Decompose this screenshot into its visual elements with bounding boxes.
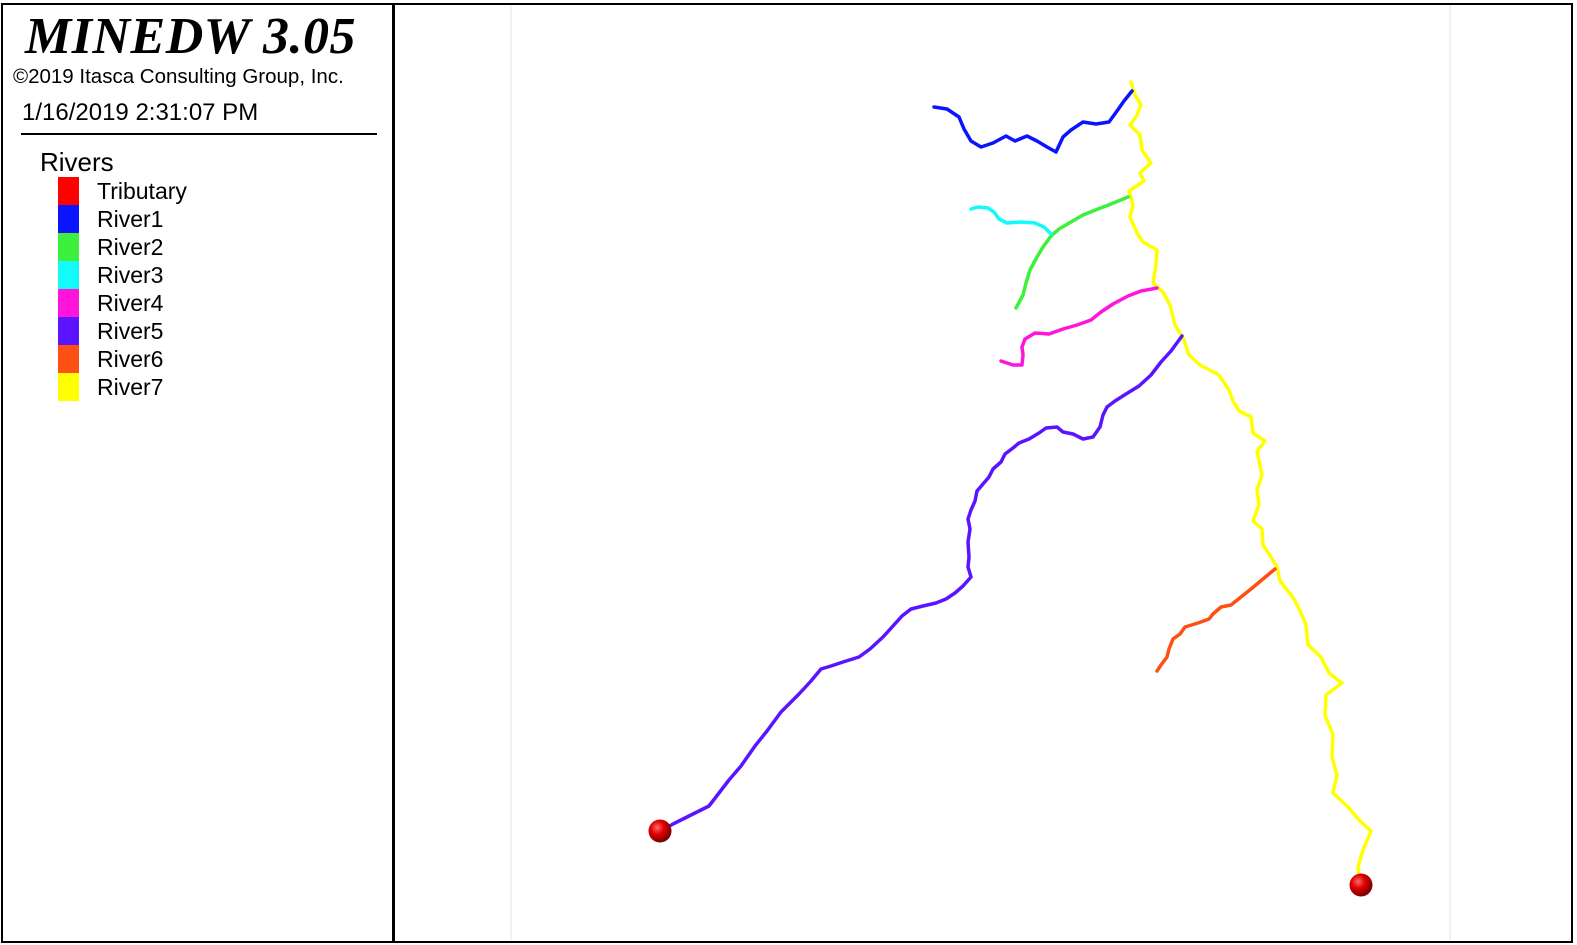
legend-swatch xyxy=(58,289,79,317)
river1-line xyxy=(932,89,1134,154)
legend-item-river1: River1 xyxy=(58,205,358,233)
timestamp: 1/16/2019 2:31:07 PM xyxy=(22,99,259,126)
legend-swatch xyxy=(58,261,79,289)
legend-swatch xyxy=(58,205,79,233)
legend-label: River1 xyxy=(97,206,164,232)
legend-item-river4: River4 xyxy=(58,289,358,317)
legend-swatch xyxy=(58,233,79,261)
river6-line xyxy=(1155,567,1277,673)
legend-item-river7: River7 xyxy=(58,373,358,401)
legend-panel: MINEDW 3.05 ©2019 Itasca Consulting Grou… xyxy=(3,5,395,941)
legend-swatch xyxy=(58,373,79,401)
map-viewport[interactable] xyxy=(395,5,1571,941)
river5-line xyxy=(658,334,1184,833)
legend-label: River5 xyxy=(97,318,164,344)
legend-label: River7 xyxy=(97,374,164,400)
legend-item-tributary: Tributary xyxy=(58,177,358,205)
legend-label: River3 xyxy=(97,262,164,288)
river2-line xyxy=(1014,195,1130,310)
legend-swatch xyxy=(58,177,79,205)
legend-swatch xyxy=(58,345,79,373)
legend-label: River2 xyxy=(97,234,164,260)
legend-title: Rivers xyxy=(40,147,114,177)
legend-item-river5: River5 xyxy=(58,317,358,345)
legend-item-river3: River3 xyxy=(58,261,358,289)
river7-line xyxy=(1127,80,1373,886)
legend-item-river2: River2 xyxy=(58,233,358,261)
legend-label: Tributary xyxy=(97,178,187,204)
copyright-text: ©2019 Itasca Consulting Group, Inc. xyxy=(13,65,344,88)
river3-line xyxy=(969,205,1053,236)
legend-item-river6: River6 xyxy=(58,345,358,373)
river4-line xyxy=(999,286,1159,367)
legend-label: River6 xyxy=(97,346,164,372)
tributary-marker[interactable] xyxy=(648,819,672,843)
header-divider xyxy=(21,133,377,135)
legend-label: River4 xyxy=(97,290,164,316)
app-title: MINEDW 3.05 xyxy=(25,8,357,65)
river-map[interactable] xyxy=(395,5,1570,941)
legend-swatch xyxy=(58,317,79,345)
main-window: MINEDW 3.05 ©2019 Itasca Consulting Grou… xyxy=(1,3,1573,943)
tributary-marker[interactable] xyxy=(1349,873,1373,897)
